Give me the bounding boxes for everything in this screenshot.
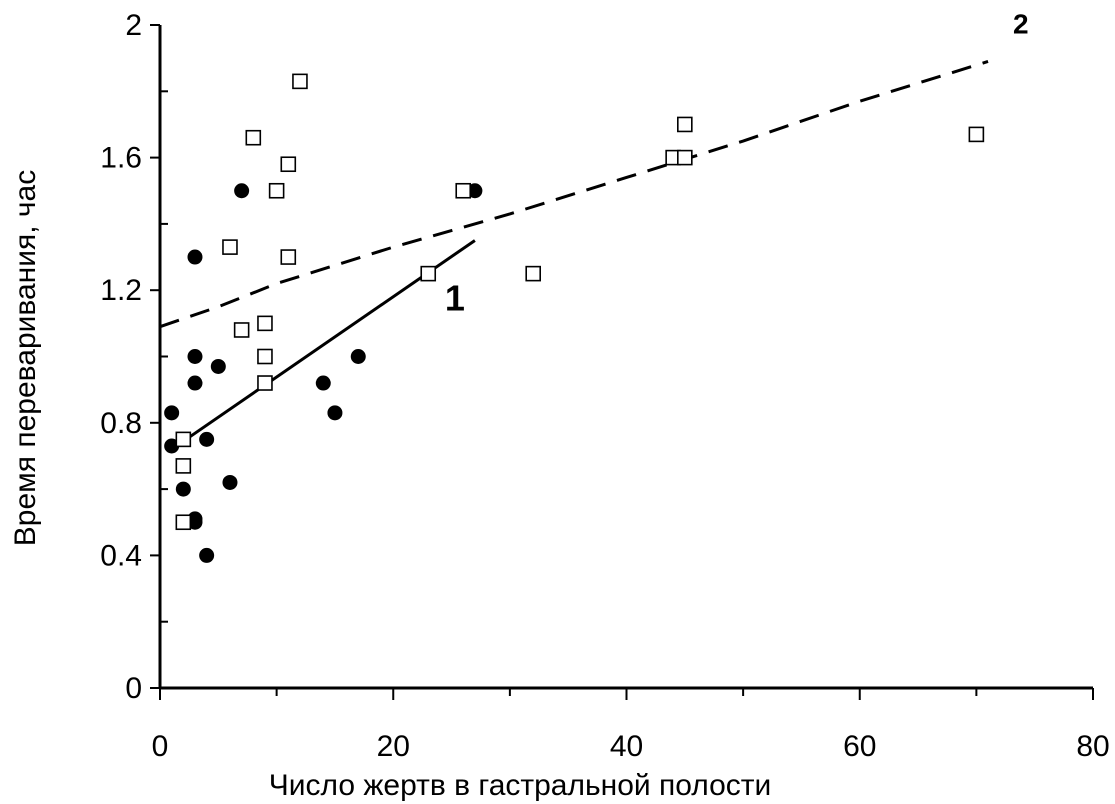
y-tick-label: 1.2 xyxy=(100,274,142,307)
data-point-series-2 xyxy=(280,156,297,173)
data-point-series-2 xyxy=(245,129,262,146)
y-tick-label: 1.6 xyxy=(100,142,142,175)
data-point-series-1 xyxy=(164,405,180,421)
data-point-series-1 xyxy=(234,183,250,199)
data-point-series-1 xyxy=(315,375,331,391)
data-point-series-2 xyxy=(257,315,273,332)
data-point-series-2 xyxy=(455,182,472,199)
data-point-series-1 xyxy=(467,183,483,199)
series-label-2: 2 xyxy=(1013,8,1029,39)
data-point-series-1 xyxy=(187,375,203,391)
data-point-series-2 xyxy=(280,249,297,265)
series-labels: 12 xyxy=(445,8,1029,318)
data-point-series-2 xyxy=(175,458,192,474)
x-axis-title: Число жертв в гастральной полости xyxy=(269,769,772,802)
x-tick-label: 80 xyxy=(1076,730,1109,763)
y-tick-label: 0.4 xyxy=(100,539,142,572)
data-markers xyxy=(164,73,985,563)
axes: 00.40.81.21.620 20 40 60 80 xyxy=(100,9,1109,763)
series-label-1: 1 xyxy=(445,277,465,318)
data-point-series-2 xyxy=(257,375,273,391)
data-point-series-1 xyxy=(199,431,215,447)
data-point-series-2 xyxy=(175,514,192,531)
data-point-series-1 xyxy=(222,474,238,490)
x-tick-label: 0 xyxy=(152,730,169,763)
data-point-series-2 xyxy=(677,116,693,133)
y-axis-title: Время переваривания, час xyxy=(9,170,42,546)
data-point-series-1 xyxy=(199,547,215,563)
data-point-series-1 xyxy=(210,358,226,374)
y-tick-label: 0 xyxy=(125,672,142,705)
x-tick-label: 60 xyxy=(843,730,876,763)
y-tick-label: 2 xyxy=(125,9,142,42)
data-point-series-2 xyxy=(292,73,308,90)
trend-line-2 xyxy=(159,60,989,329)
data-point-series-1 xyxy=(187,514,203,530)
data-point-series-2 xyxy=(525,265,542,282)
data-point-series-1 xyxy=(187,349,203,364)
data-point-series-2 xyxy=(222,239,238,255)
x-tick-label: 40 xyxy=(610,730,643,763)
data-point-series-1 xyxy=(164,438,180,454)
data-point-series-2 xyxy=(677,149,693,166)
y-tick-label: 0.8 xyxy=(100,407,142,440)
data-point-series-1 xyxy=(187,249,203,265)
data-point-series-1 xyxy=(175,481,191,497)
data-point-series-1 xyxy=(350,349,366,364)
data-point-series-2 xyxy=(175,431,192,448)
data-point-series-2 xyxy=(233,322,250,338)
x-tick-label: 20 xyxy=(377,730,410,763)
data-point-series-1 xyxy=(327,405,343,421)
data-point-series-2 xyxy=(257,348,273,365)
data-point-series-2 xyxy=(420,265,437,282)
data-point-series-2 xyxy=(968,126,985,143)
data-point-series-2 xyxy=(268,182,285,199)
